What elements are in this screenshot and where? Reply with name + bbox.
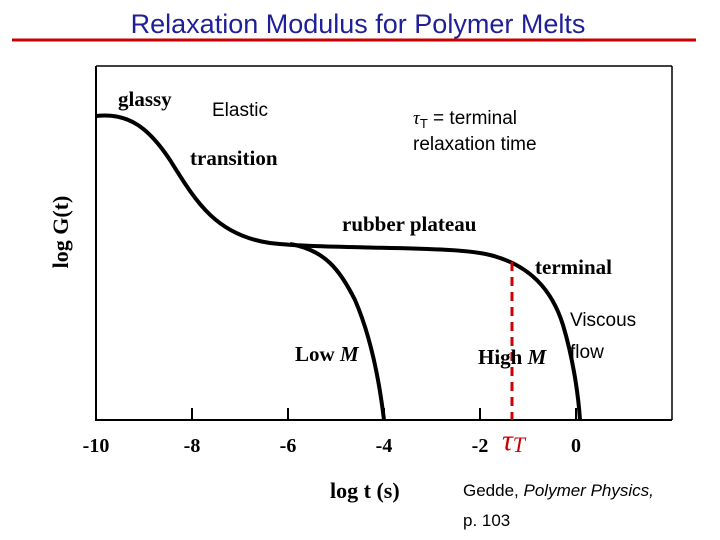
slide-title: Relaxation Modulus for Polymer Melts [131,9,586,39]
x-tick-label: -6 [280,435,297,457]
x-tick-label: 0 [571,435,581,457]
annotation: rubber plateau [342,212,477,236]
annotation: τT = terminal [413,108,517,131]
subscript: T [513,432,527,457]
x-tick-label: -4 [376,435,393,457]
annotation: High M [478,345,548,369]
citation: Gedde, Polymer Physics, [463,481,654,500]
tau: τ [502,424,514,457]
annotation: relaxation time [413,134,537,155]
citation-page: p. 103 [463,511,510,530]
low-m-curve [289,242,386,421]
work: Polymer Physics, [524,481,654,500]
text: High [478,345,523,369]
annotation: Low M [295,342,360,366]
x-axis-label: log t (s) [330,478,400,503]
annotation: flow [570,342,604,363]
y-axis-label: log G(t) [48,196,73,269]
x-tick-label: -10 [83,435,110,457]
author: Gedde, [463,481,524,500]
text: M [527,345,548,369]
subscript: T [420,116,428,131]
figure: glassy Elastic τT = terminal relaxation … [48,65,673,503]
tau: τ [413,108,421,129]
text: = terminal [428,108,517,129]
text: M [339,342,360,366]
text: Low [295,342,336,366]
annotation: Elastic [212,100,268,121]
annotation: glassy [118,87,172,111]
annotation: Viscous [570,310,636,331]
x-tick-label: -2 [472,435,489,457]
high-m-curve [95,113,582,421]
axes [95,66,672,421]
annotation: terminal [535,255,612,279]
annotation: transition [190,146,278,170]
x-tick-label: -8 [184,435,201,457]
tau-label: τT [502,424,527,457]
